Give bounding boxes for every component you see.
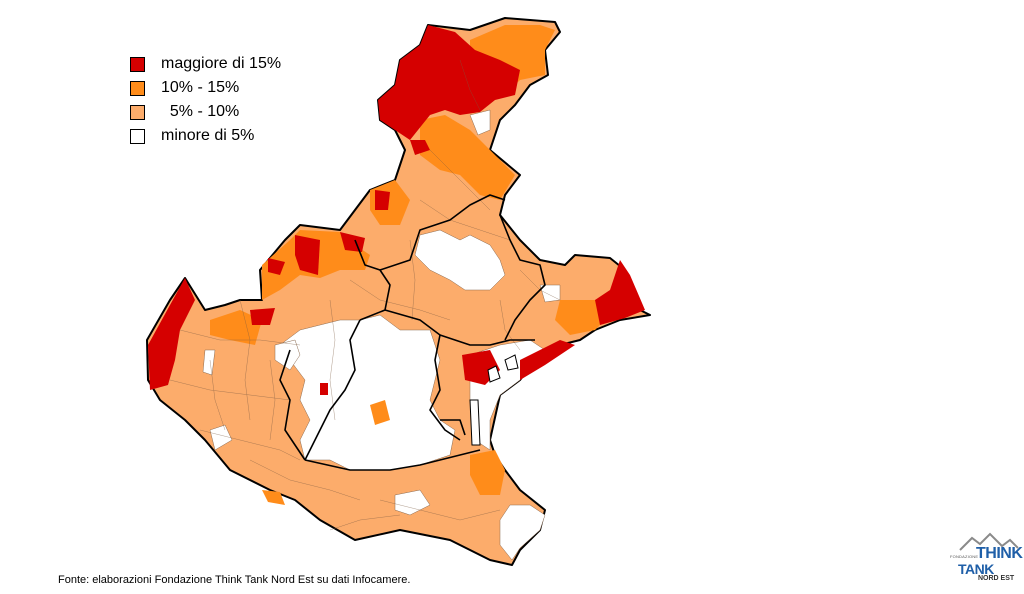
province-borders <box>279 194 546 471</box>
area-high-sette-comuni <box>295 235 320 275</box>
area-low-padova <box>279 314 456 471</box>
legend-label: minore di 5% <box>161 127 255 144</box>
source-note: Fonte: elaborazioni Fondazione Think Tan… <box>58 574 411 586</box>
mountain-icon <box>959 532 1019 551</box>
legend-item: 10% - 15% <box>130 76 281 100</box>
think-tank-logo: FONDAZIONE THINK TANK NORD EST <box>950 532 1023 588</box>
area-low-polesine <box>499 504 546 561</box>
logo-tank: TANK <box>958 561 994 577</box>
area-high-dolomiti <box>378 25 520 140</box>
area-high-garda <box>148 278 195 390</box>
legend-label: 10% - 15% <box>161 79 240 96</box>
area-high-caorle <box>595 260 645 325</box>
area-high-vicenza-city <box>320 383 328 395</box>
area-high-asiago <box>340 232 365 252</box>
legend-item: 5% - 10% <box>130 100 281 124</box>
area-high-nw <box>268 258 285 275</box>
logo-think: THINK <box>976 545 1023 562</box>
legend-item: maggiore di 15% <box>130 52 281 76</box>
legend-label: maggiore di 15% <box>161 55 282 72</box>
legend-label: 5% - 10% <box>161 103 240 120</box>
area-low-belluno <box>469 109 491 136</box>
legend-swatch-low <box>130 104 145 120</box>
area-high-cansiglio <box>375 190 390 210</box>
area-mid-sw <box>262 490 285 505</box>
logo-nord-est: NORD EST <box>978 575 1015 582</box>
area-low-treviso <box>414 229 506 291</box>
area-high-vicentino <box>250 308 275 325</box>
area-mid-chioggia <box>470 450 505 495</box>
area-mid-belluno-south <box>420 115 515 200</box>
area-low-verona-south <box>209 424 233 451</box>
area-high-feltre <box>410 140 430 155</box>
legend: maggiore di 15% 10% - 15% 5% - 10% minor… <box>130 52 281 148</box>
logo-small-text: FONDAZIONE <box>950 554 979 559</box>
area-mid-centre <box>370 400 390 425</box>
legend-swatch-min <box>130 128 145 144</box>
legend-item: minore di 5% <box>130 124 281 148</box>
area-high-jesolo <box>520 340 575 380</box>
legend-swatch-mid <box>130 80 145 96</box>
high-areas <box>148 25 645 395</box>
lagoon-islands <box>469 354 519 446</box>
legend-swatch-high <box>130 56 145 72</box>
region-outline <box>146 17 651 566</box>
